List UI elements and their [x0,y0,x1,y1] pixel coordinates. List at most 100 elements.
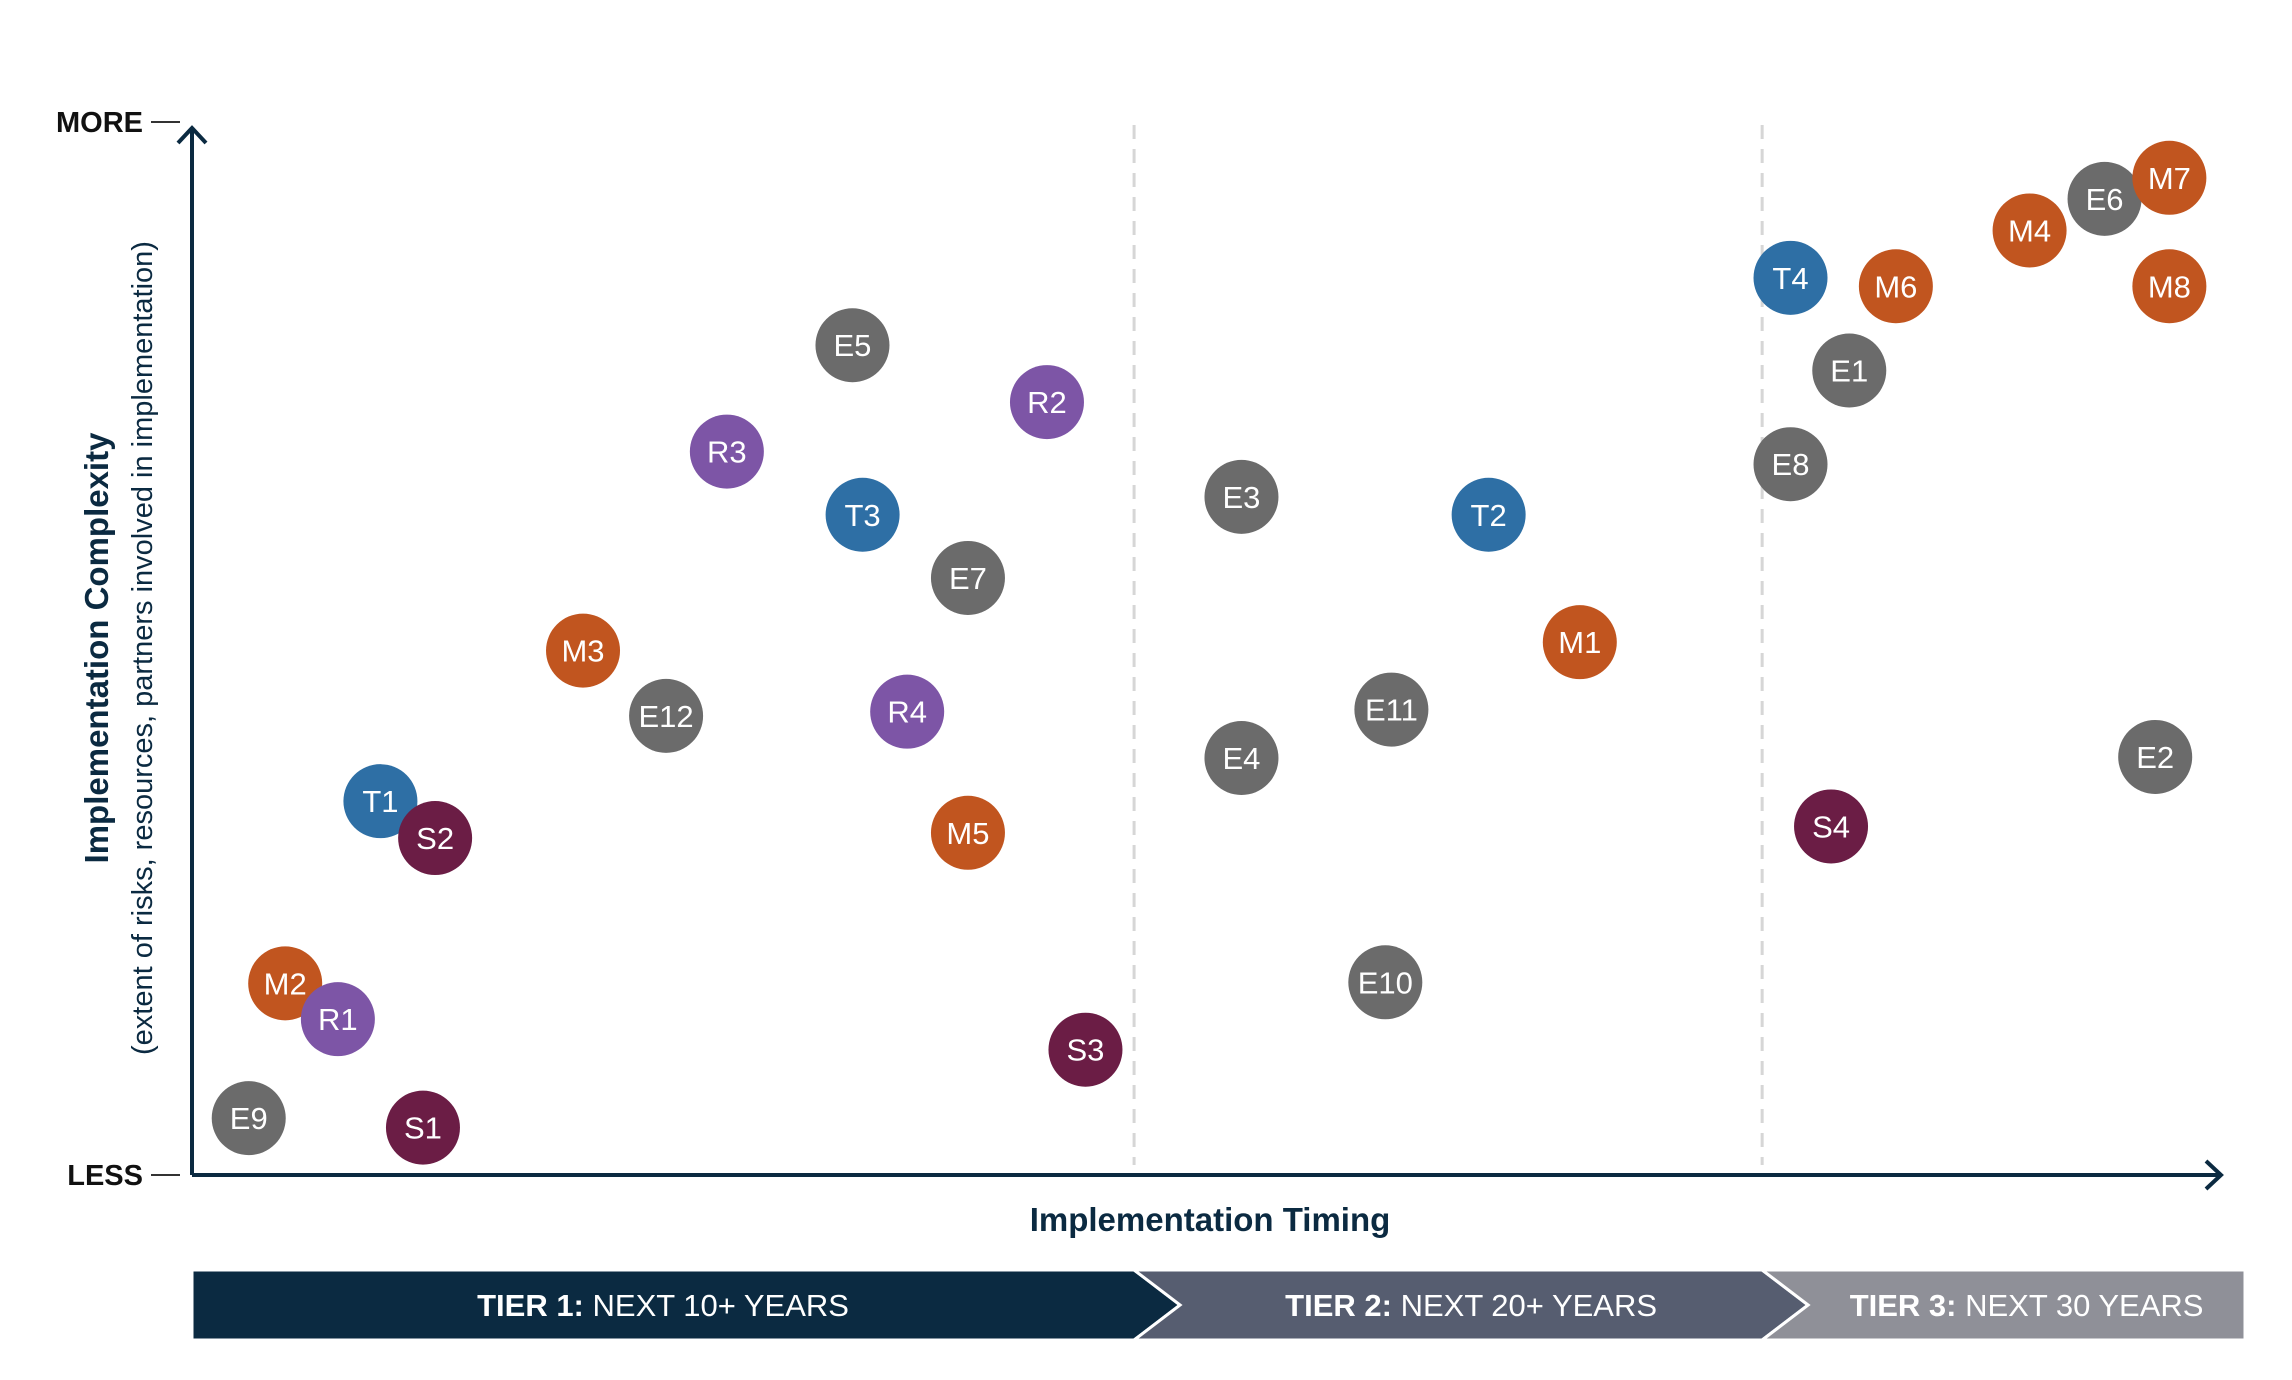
point-label: S1 [404,1111,442,1146]
point-e9: E9 [211,1081,286,1156]
point-marker [1794,789,1869,864]
point-marker [1354,672,1429,747]
point-m5: M5 [930,795,1005,870]
point-marker [1858,249,1933,324]
point-marker [815,308,890,383]
point-marker [385,1090,460,1165]
point-label: S3 [1067,1033,1105,1068]
point-marker [689,414,764,489]
point-m1: M1 [1542,605,1617,680]
point-marker [343,764,418,839]
point-marker [546,613,621,688]
point-marker [1048,1012,1123,1087]
point-label: E11 [1365,693,1418,728]
point-e2: E2 [2118,719,2193,794]
tier-1-label: TIER 1: NEXT 10+ YEARS [477,1288,849,1323]
point-marker [248,946,323,1021]
point-marker [1348,945,1423,1020]
point-r3: R3 [689,414,764,489]
point-m7: M7 [2132,140,2207,215]
point-marker [1753,427,1828,502]
point-m8: M8 [2132,249,2207,324]
point-label: M4 [2008,213,2051,248]
point-marker [1009,365,1084,440]
point-marker [211,1081,286,1156]
y-axis-arrow [176,125,208,145]
y-min-label: LESS [67,1160,143,1192]
point-label: E3 [1223,480,1261,515]
point-e4: E4 [1204,721,1279,796]
point-marker [2132,249,2207,324]
point-label: R1 [318,1002,358,1037]
point-marker [300,982,375,1057]
y-max-label: MORE [56,107,143,139]
point-label: R2 [1027,385,1067,420]
point-m3: M3 [546,613,621,688]
point-marker [1451,477,1526,552]
point-e3: E3 [1204,459,1279,534]
point-r1: R1 [300,982,375,1057]
point-label: S2 [416,821,454,856]
tier-3-label: TIER 3: NEXT 30 YEARS [1850,1288,2204,1323]
point-label: M2 [264,966,307,1001]
point-r4: R4 [870,674,945,749]
point-label: M8 [2148,269,2191,304]
point-label: E8 [1772,447,1810,482]
point-marker [870,674,945,749]
tier-2-label: TIER 2: NEXT 20+ YEARS [1285,1288,1657,1323]
point-label: E10 [1358,965,1413,1000]
point-label: M7 [2148,161,2191,196]
point-e11: E11 [1354,672,1429,747]
point-m6: M6 [1858,249,1933,324]
point-label: T2 [1471,498,1507,533]
point-marker [1542,605,1617,680]
point-e8: E8 [1753,427,1828,502]
point-marker [930,540,1005,615]
point-label: M6 [1874,269,1917,304]
point-label: E4 [1223,741,1261,776]
point-label: T3 [845,498,881,533]
x-axis-title: Implementation Timing [1030,1201,1391,1238]
point-label: R4 [887,695,927,730]
tier-banner: TIER 1: NEXT 10+ YEARS TIER 2: NEXT 20+ Y… [190,1268,2247,1342]
point-label: M5 [946,816,989,851]
x-axis-arrow [2204,1159,2224,1191]
point-label: R3 [707,435,747,470]
point-marker [1992,193,2067,268]
point-t2: T2 [1451,477,1526,552]
point-label: E6 [2086,182,2124,217]
point-marker [1204,721,1279,796]
point-label: E9 [230,1101,268,1136]
point-s3: S3 [1048,1012,1123,1087]
point-e12: E12 [629,678,704,753]
point-marker [1753,240,1828,315]
point-e5: E5 [815,308,890,383]
tier-3-segment [1757,1268,2247,1342]
data-points: E9 S1 M2 R1 T1 S2 M3 E12 R3 E5 T3 R4 E7 M5 R2 S3 E3 E4 E11… [211,140,2207,1165]
point-label: E2 [2136,740,2174,775]
y-axis-title: Implementation Complexity [78,432,115,864]
point-s1: S1 [385,1090,460,1165]
point-e1: E1 [1812,333,1887,408]
point-label: E5 [834,328,872,363]
point-label: S4 [1812,809,1850,844]
point-marker [629,678,704,753]
point-t3: T3 [825,477,900,552]
point-s2: S2 [398,801,473,876]
point-label: E12 [638,699,693,734]
point-label: E7 [949,561,987,596]
point-marker [2067,161,2142,236]
point-t4: T4 [1753,240,1828,315]
tier-dividers [1132,125,1764,1165]
point-label: M1 [1558,625,1601,660]
point-marker [398,801,473,876]
point-m2: M2 [248,946,323,1021]
point-e10: E10 [1348,945,1423,1020]
point-e7: E7 [930,540,1005,615]
point-marker [2132,140,2207,215]
point-label: E1 [1830,354,1868,389]
point-marker [1812,333,1887,408]
point-marker [930,795,1005,870]
point-label: T1 [362,784,398,819]
